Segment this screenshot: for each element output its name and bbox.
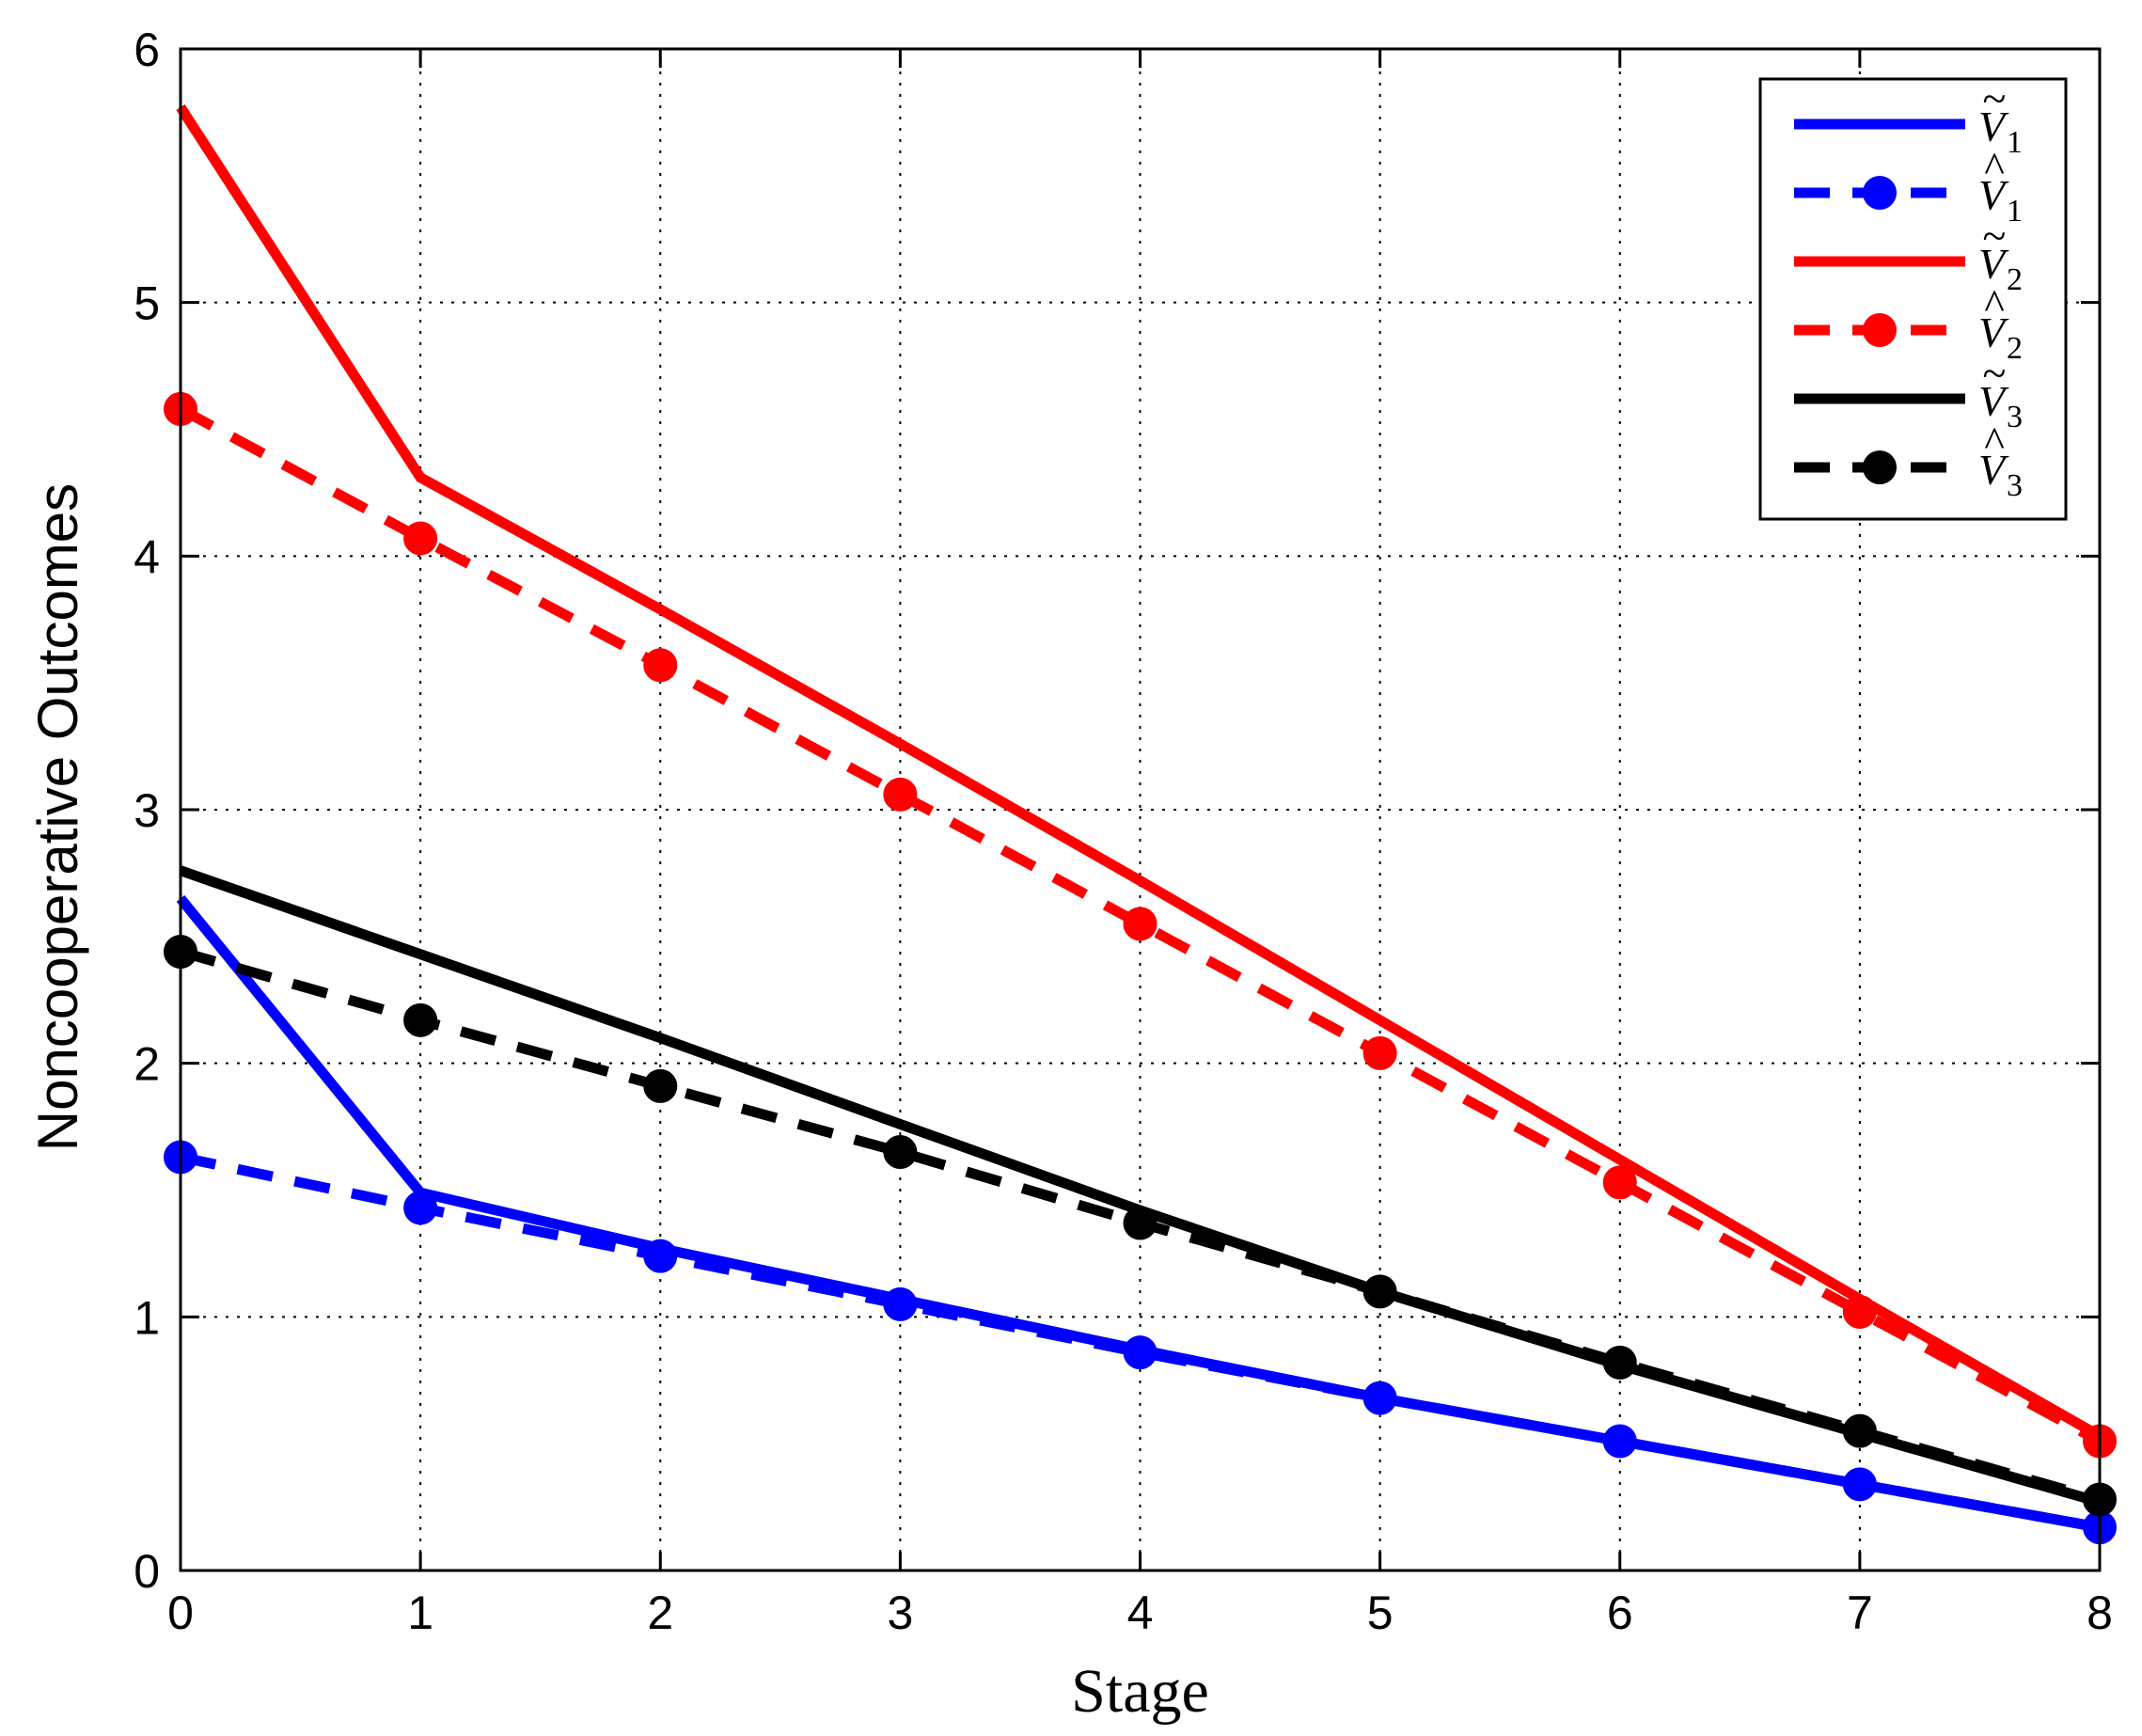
legend-accent: ^ bbox=[1984, 418, 2005, 466]
series-point-2 bbox=[1602, 1424, 1637, 1459]
legend-subscript: 1 bbox=[2007, 125, 2023, 160]
ticks bbox=[179, 47, 2102, 1572]
series-point-6 bbox=[1123, 1206, 1158, 1240]
series-point-6 bbox=[883, 1135, 918, 1170]
y-axis-label: Noncooperative Outcomes bbox=[26, 483, 89, 1151]
series-line-2 bbox=[179, 1152, 2101, 1533]
series-point-4 bbox=[1602, 1165, 1637, 1200]
legend-subscript: 3 bbox=[2007, 400, 2023, 434]
series-point-4 bbox=[883, 777, 918, 812]
x-tick-label: 4 bbox=[1127, 1586, 1154, 1639]
y-tick-label: 2 bbox=[134, 1038, 160, 1091]
legend-accent: ~ bbox=[1983, 212, 2007, 260]
series-point-6 bbox=[643, 1068, 678, 1103]
series-point-4 bbox=[1362, 1035, 1397, 1070]
series-markers bbox=[164, 391, 2117, 1545]
legend-subscript: 2 bbox=[2007, 262, 2023, 297]
x-tick-label: 0 bbox=[167, 1586, 194, 1639]
grid bbox=[181, 49, 2100, 1570]
legend-accent: ~ bbox=[1983, 349, 2007, 397]
series-point-6 bbox=[1362, 1274, 1397, 1309]
x-axis-label: Stage bbox=[1071, 1657, 1209, 1726]
x-tick-label: 3 bbox=[887, 1586, 913, 1639]
series-point-4 bbox=[1123, 907, 1158, 941]
y-tick-label: 3 bbox=[134, 784, 160, 837]
legend-swatch-marker bbox=[1863, 450, 1897, 484]
legend-box bbox=[1758, 77, 2068, 521]
series-point-2 bbox=[1123, 1335, 1158, 1370]
series-point-2 bbox=[403, 1191, 438, 1225]
y-tick-label: 5 bbox=[134, 277, 160, 330]
legend-symbol: V bbox=[1978, 240, 2009, 288]
tick-labels: 0 1 2 3 4 5 6 7 8 0 1 2 3 4 5 6 bbox=[134, 24, 2113, 1639]
legend-accent: ^ bbox=[1984, 143, 2005, 191]
legend-accent: ^ bbox=[1984, 280, 2005, 328]
y-tick-label: 0 bbox=[134, 1545, 160, 1598]
series-point-2 bbox=[883, 1286, 918, 1321]
legend-symbol: V bbox=[1978, 308, 2009, 356]
legend-symbol: V bbox=[1978, 446, 2009, 494]
legend-symbol: V bbox=[1978, 103, 2009, 150]
series-point-6 bbox=[1842, 1413, 1877, 1448]
y-tick-label: 4 bbox=[134, 530, 160, 583]
series-line-3 bbox=[176, 104, 2103, 1441]
y-tick-label: 1 bbox=[134, 1291, 160, 1344]
x-tick-label: 5 bbox=[1367, 1586, 1394, 1639]
x-tick-label: 2 bbox=[647, 1586, 673, 1639]
legend-subscript: 1 bbox=[2007, 194, 2023, 229]
series-line-4 bbox=[178, 404, 2103, 1446]
x-tick-label: 1 bbox=[407, 1586, 433, 1639]
series-point-4 bbox=[643, 648, 678, 683]
x-tick-label: 6 bbox=[1607, 1586, 1633, 1639]
series-point-4 bbox=[1842, 1294, 1877, 1329]
series-point-2 bbox=[1842, 1467, 1877, 1502]
series-point-6 bbox=[403, 1002, 438, 1037]
legend: ~V 1^V 1~V 2^V 2~V 3^V 3 bbox=[1758, 74, 2068, 521]
legend-subscript: 2 bbox=[2007, 331, 2023, 366]
x-tick-label: 8 bbox=[2087, 1586, 2113, 1639]
y-tick-label: 6 bbox=[134, 24, 160, 76]
series-point-2 bbox=[1362, 1381, 1397, 1415]
legend-symbol: V bbox=[1978, 377, 2009, 425]
legend-accent: ~ bbox=[1983, 74, 2007, 122]
legend-symbol: V bbox=[1978, 171, 2009, 219]
legend-swatch-marker bbox=[1863, 176, 1897, 210]
series-point-6 bbox=[1602, 1345, 1637, 1380]
legend-swatch-marker bbox=[1863, 313, 1897, 347]
series-point-4 bbox=[403, 521, 438, 556]
legend-subscript: 3 bbox=[2007, 468, 2023, 503]
x-tick-label: 7 bbox=[1847, 1586, 1873, 1639]
series-point-2 bbox=[643, 1239, 678, 1273]
